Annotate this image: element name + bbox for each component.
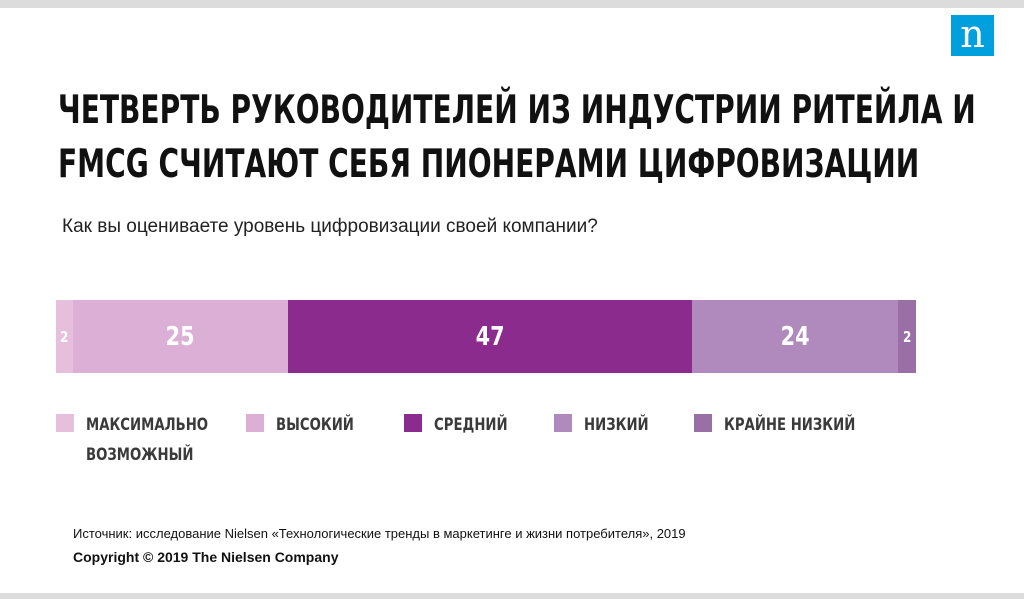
bar-segment-max-possible: 2: [56, 300, 73, 373]
legend-item-max-possible: Максимально возможный: [56, 410, 243, 470]
legend-swatch-very-low: [694, 414, 712, 432]
data-label-very-low: 2: [902, 327, 912, 346]
legend-label-line: Высокий: [276, 415, 354, 435]
copyright-note: Copyright © 2019 The Nielsen Company: [73, 549, 339, 565]
legend-label-line: возможный: [86, 445, 194, 465]
bottom-border: [0, 593, 1024, 599]
legend-label-line: Максимально: [86, 415, 209, 435]
data-label-low: 24: [780, 321, 810, 352]
legend-label-medium: Средний: [434, 410, 508, 440]
chart-question: Как вы оцениваете уровень цифровизации с…: [62, 216, 598, 237]
legend-label-line: Средний: [434, 415, 508, 435]
legend-item-high: Высокий: [246, 410, 376, 440]
bar-segment-high: 25: [73, 300, 288, 373]
bar-segment-very-low: 2: [898, 300, 916, 373]
legend-swatch-low: [554, 414, 572, 432]
legend-swatch-medium: [404, 414, 422, 432]
legend-label-max-possible: Максимально возможный: [86, 410, 208, 470]
nielsen-logo: n: [951, 15, 994, 56]
legend-label-very-low: Крайне низкий: [724, 410, 855, 440]
top-border: [0, 0, 1024, 8]
legend-label-low: Низкий: [584, 410, 649, 440]
legend-item-medium: Средний: [404, 410, 528, 440]
data-label-high: 25: [166, 321, 195, 352]
legend-item-low: Низкий: [554, 410, 667, 440]
bar-segment-low: 24: [692, 300, 898, 373]
page-title: Четверть руководителей из индустрии рите…: [58, 84, 976, 192]
title-line-2: FMCG считают себя пионерами цифровизации: [58, 142, 920, 187]
legend-swatch-max-possible: [56, 414, 74, 432]
chart-legend: Максимально возможный Высокий Средний Низкий…: [56, 410, 956, 470]
data-label-medium: 47: [475, 321, 505, 352]
title-line-1: Четверть руководителей из индустрии рите…: [58, 88, 976, 133]
source-note: Источник: исследование Nielsen «Технолог…: [73, 526, 686, 541]
bar-segment-medium: 47: [288, 300, 692, 373]
legend-swatch-high: [246, 414, 264, 432]
data-label-max-possible: 2: [60, 327, 69, 346]
legend-label-line: Крайне низкий: [724, 415, 856, 435]
stacked-bar-chart: 2 25 47 24 2: [56, 300, 916, 373]
legend-label-line: Низкий: [584, 415, 649, 435]
legend-label-high: Высокий: [276, 410, 354, 440]
legend-item-very-low: Крайне низкий: [694, 410, 892, 440]
